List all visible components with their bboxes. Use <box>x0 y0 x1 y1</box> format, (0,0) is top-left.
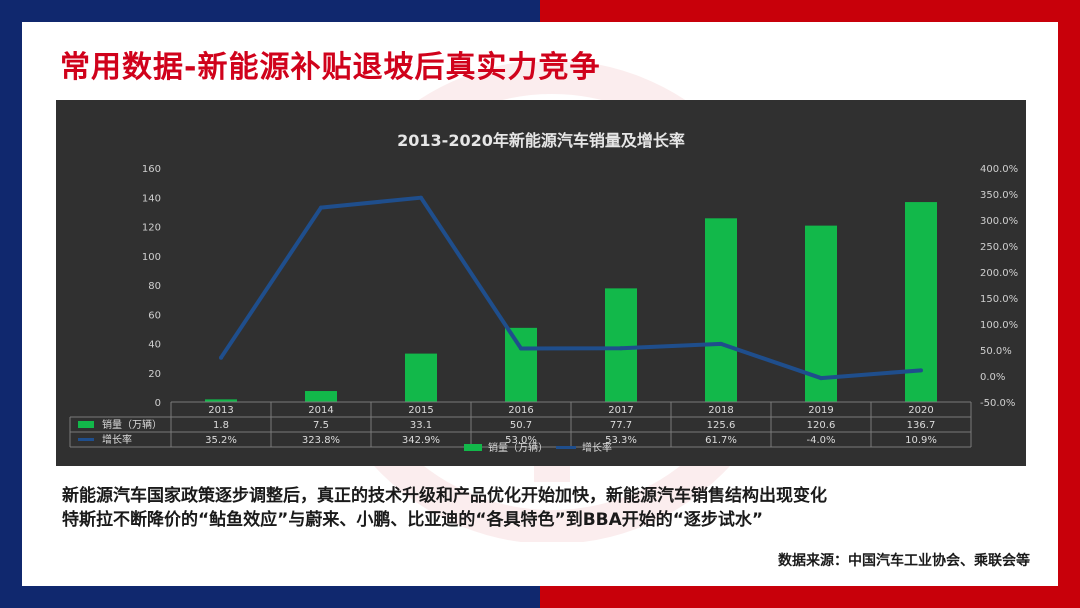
summary-line-2: 特斯拉不断降价的“鲇鱼效应”与蔚来、小鹏、比亚迪的“各具特色”到BBA开始的“逐… <box>62 510 764 530</box>
right-axis-tick: 100.0% <box>980 320 1018 331</box>
growth-rate-point <box>619 346 623 351</box>
category-label: 2017 <box>608 405 633 416</box>
table-row-label-growth: 增长率 <box>102 433 132 446</box>
bar <box>505 327 537 402</box>
table-cell-growth: 323.8% <box>302 435 340 446</box>
category-label: 2018 <box>708 405 733 416</box>
table-cell-sales: 77.7 <box>610 420 632 431</box>
growth-rate-point <box>719 341 723 346</box>
growth-rate-point <box>319 205 323 210</box>
right-axis-tick: 0.0% <box>980 372 1005 383</box>
category-label: 2016 <box>508 405 533 416</box>
combo-chart: 2013-2020年新能源汽车销量及增长率 0 20 40 60 80 100 120 140 1… <box>69 131 1018 454</box>
data-source: 数据来源：中国汽车工业协会、乘联会等 <box>778 553 1030 569</box>
left-axis-tick: 20 <box>148 369 161 380</box>
right-axis-tick: 200.0% <box>980 268 1018 279</box>
category-label: 2014 <box>308 405 333 416</box>
legend-line-label: 增长率 <box>582 441 612 454</box>
bar <box>405 353 437 402</box>
right-axis-tick: 250.0% <box>980 242 1018 253</box>
growth-rate-point <box>419 195 423 200</box>
growth-rate-point <box>519 346 523 351</box>
growth-rate-point <box>919 368 923 373</box>
growth-rate-line <box>219 195 922 381</box>
table-cell-sales: 136.7 <box>907 420 936 431</box>
right-axis-tick: -50.0% <box>980 398 1015 409</box>
category-label: 2019 <box>808 405 833 416</box>
left-axis-tick: 100 <box>142 252 161 263</box>
right-axis-tick: 300.0% <box>980 216 1018 227</box>
right-axis-tick: 350.0% <box>980 190 1018 201</box>
right-axis-tick: 150.0% <box>980 294 1018 305</box>
left-axis-tick: 0 <box>155 398 161 409</box>
table-cell-growth: 53.3% <box>605 435 637 446</box>
table-cell-sales: 1.8 <box>213 420 229 431</box>
table-row-label-sales: 销量（万辆） <box>102 418 162 431</box>
left-axis-tick: 120 <box>142 223 161 234</box>
left-axis-tick: 60 <box>148 310 161 321</box>
table-cell-sales: 50.7 <box>510 420 532 431</box>
table-bar-legend-key <box>78 421 94 428</box>
legend-bar-label: 销量（万辆） <box>488 441 548 454</box>
table-cell-growth: 61.7% <box>705 435 737 446</box>
growth-rate-point <box>219 355 223 360</box>
chart-title: 2013-2020年新能源汽车销量及增长率 <box>397 131 685 150</box>
legend-bar-key <box>464 444 482 451</box>
bar <box>605 288 637 402</box>
left-axis-tick: 80 <box>148 281 161 292</box>
table-cell-sales: 7.5 <box>313 420 329 431</box>
table-cell-sales: 125.6 <box>707 420 736 431</box>
table-cell-growth: 53.0% <box>505 435 537 446</box>
table-cell-growth: 35.2% <box>205 435 237 446</box>
table-cell-growth: -4.0% <box>806 435 835 446</box>
category-label: 2015 <box>408 405 433 416</box>
left-axis-tick: 160 <box>142 164 161 175</box>
slide-title: 常用数据-新能源补贴退坡后真实力竞争 <box>60 50 601 85</box>
slide: 常用数据-新能源补贴退坡后真实力竞争 2013-2020年新能源汽车销量及增长率… <box>22 22 1058 586</box>
summary-line-1: 新能源汽车国家政策逐步调整后，真正的技术升级和产品优化开始加快，新能源汽车销售结… <box>62 486 827 506</box>
table-cell-growth: 342.9% <box>402 435 440 446</box>
table-cell-sales: 33.1 <box>410 420 432 431</box>
bar <box>205 399 237 402</box>
left-axis-tick: 140 <box>142 193 161 204</box>
left-axis-tick: 40 <box>148 340 161 351</box>
table-cell-sales: 120.6 <box>807 420 836 431</box>
growth-rate-point <box>819 376 823 381</box>
summary-text: 新能源汽车国家政策逐步调整后，真正的技术升级和产品优化开始加快，新能源汽车销售结… <box>62 484 827 532</box>
bar <box>705 218 737 402</box>
chart-panel: 2013-2020年新能源汽车销量及增长率 0 20 40 60 80 100 120 140 1… <box>56 100 1026 466</box>
category-label: 2020 <box>908 405 933 416</box>
right-axis-tick: 50.0% <box>980 346 1012 357</box>
table-cell-growth: 10.9% <box>905 435 937 446</box>
bar <box>305 391 337 402</box>
right-axis-tick: 400.0% <box>980 164 1018 175</box>
category-label: 2013 <box>208 405 233 416</box>
